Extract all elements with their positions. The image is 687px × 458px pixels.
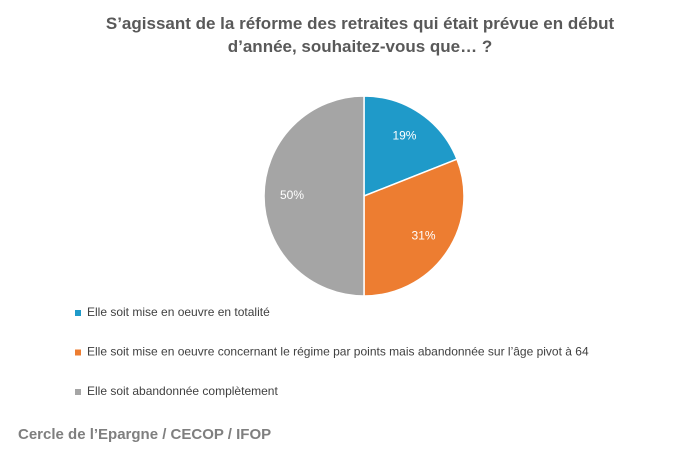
source: Cercle de l’Epargne / CECOP / IFOP bbox=[18, 426, 272, 443]
pie-slice bbox=[363, 158, 465, 297]
legend-label: Elle soit mise en oeuvre concernant le r… bbox=[87, 345, 589, 359]
data-label: 19% bbox=[392, 129, 416, 143]
legend-marker bbox=[75, 349, 81, 356]
chart-title: S’agissant de la réforme des retraites q… bbox=[105, 14, 615, 56]
legend-marker bbox=[75, 389, 81, 395]
data-label: 50% bbox=[280, 188, 304, 202]
pie-slice bbox=[263, 95, 365, 297]
legend-label: Elle soit abandonnée complètement bbox=[87, 384, 278, 398]
legend-label: Elle soit mise en oeuvre en totalité bbox=[87, 305, 270, 319]
legend-marker bbox=[75, 310, 81, 316]
data-label: 31% bbox=[412, 229, 436, 243]
pie-slice bbox=[363, 95, 458, 198]
